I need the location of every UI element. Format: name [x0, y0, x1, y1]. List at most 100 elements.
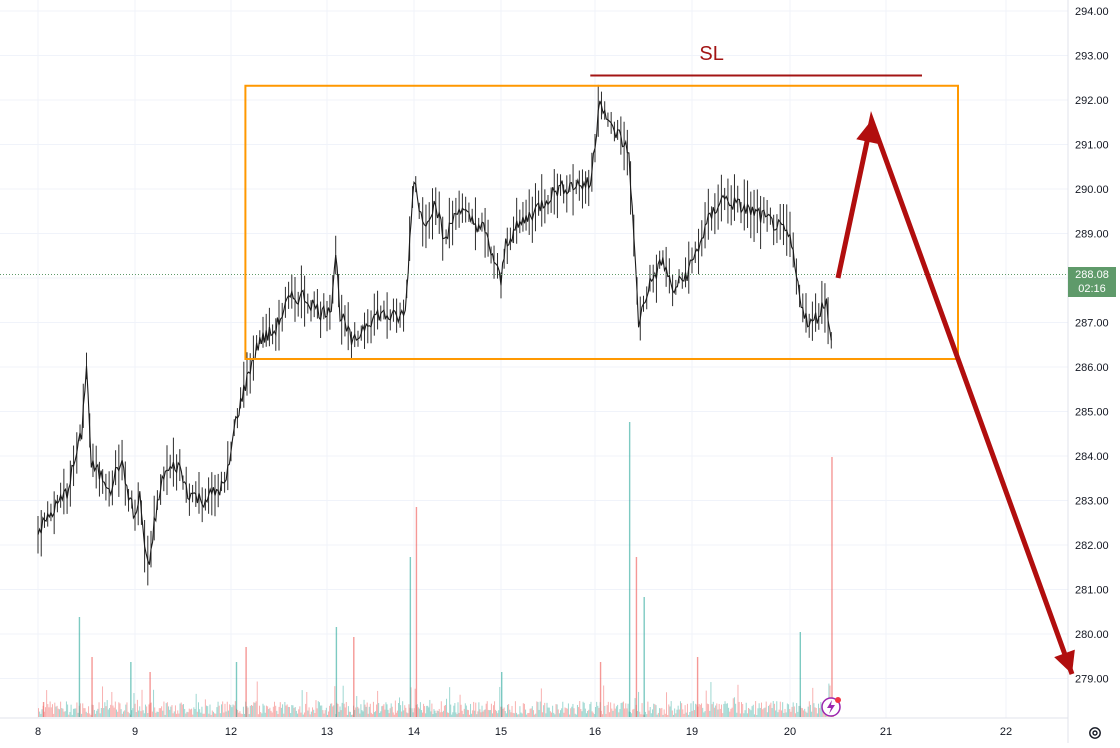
volume-bar: [722, 713, 724, 717]
volume-bar: [110, 704, 112, 717]
volume-bar: [606, 705, 608, 717]
volume-bar: [502, 708, 504, 717]
volume-bar: [671, 710, 673, 717]
volume-bar: [610, 702, 612, 717]
volume-bar: [184, 708, 186, 717]
volume-bar: [617, 704, 619, 717]
volume-bar: [394, 700, 396, 717]
volume-bar: [539, 701, 541, 717]
volume-bar: [233, 705, 235, 717]
volume-bar: [520, 712, 522, 717]
volume-bar: [109, 707, 111, 717]
volume-bar: [368, 706, 370, 717]
volume-bar: [656, 714, 658, 717]
volume-bar: [407, 713, 409, 717]
volume-bar: [686, 703, 688, 717]
volume-bar: [591, 711, 593, 717]
volume-bar: [639, 711, 641, 717]
volume-bar: [378, 703, 380, 717]
volume-bar: [467, 710, 469, 717]
volume-bar: [90, 714, 92, 717]
volume-bar: [333, 705, 335, 717]
volume-bar: [517, 714, 519, 717]
volume-bar: [545, 713, 547, 717]
volume-bar: [678, 709, 680, 717]
volume-bar: [431, 703, 433, 717]
arrow-head-down: [1054, 649, 1075, 675]
volume-bar: [332, 706, 334, 717]
volume-bar: [811, 711, 813, 717]
volume-bar: [113, 707, 115, 717]
volume-bar: [689, 711, 691, 717]
volume-bar: [483, 710, 485, 717]
volume-bar: [523, 703, 525, 717]
volume-bar: [151, 711, 153, 717]
volume-bar: [484, 709, 486, 717]
volume-bar: [612, 710, 614, 717]
x-tick-label: 13: [321, 726, 333, 738]
volume-bar: [227, 710, 229, 717]
volume-bar: [733, 697, 735, 717]
volume-bar: [203, 713, 205, 717]
volume-bar: [677, 705, 679, 717]
volume-bar: [154, 707, 156, 717]
x-tick-label: 12: [225, 726, 237, 738]
volume-bar: [809, 704, 811, 717]
volume-bar: [459, 694, 461, 717]
volume-bar: [613, 703, 615, 717]
volume-bar: [813, 703, 815, 717]
volume-bar: [729, 711, 731, 717]
volume-bar: [527, 712, 529, 717]
volume-bar: [443, 705, 445, 717]
volume-bar: [380, 711, 382, 717]
volume-bar: [383, 704, 385, 717]
volume-bar: [500, 706, 502, 717]
volume-bar: [166, 702, 168, 717]
volume-bar: [529, 708, 531, 717]
volume-bar: [433, 709, 435, 717]
volume-bar: [144, 704, 146, 717]
volume-bar: [487, 709, 489, 717]
volume-bar: [219, 713, 221, 717]
volume-bar: [286, 704, 288, 717]
volume-bar: [225, 711, 227, 717]
volume-spike: [335, 627, 338, 717]
volume-bar: [39, 711, 41, 717]
volume-bar: [453, 705, 455, 717]
volume-bar: [497, 713, 499, 717]
volume-bar: [43, 711, 45, 717]
volume-bar: [196, 711, 198, 717]
settings-button[interactable]: [1086, 724, 1104, 742]
volume-bar: [106, 700, 108, 717]
volume-bar: [724, 701, 726, 717]
volume-bar: [346, 714, 348, 717]
volume-bar: [760, 702, 762, 717]
volume-bar: [516, 712, 518, 717]
y-tick-label: 283.00: [1075, 496, 1109, 508]
volume-bar: [310, 711, 312, 717]
volume-bar: [705, 690, 707, 717]
volume-bar: [171, 705, 173, 717]
volume-bar: [430, 711, 432, 717]
volume-spike: [245, 647, 247, 717]
volume-bar: [679, 701, 681, 717]
volume-bar: [480, 712, 482, 717]
volume-bar: [85, 711, 87, 717]
volume-bar: [422, 712, 424, 717]
volume-bar: [557, 709, 559, 717]
volume-bar: [224, 703, 226, 717]
volume-bar: [100, 708, 102, 717]
volume-bar: [49, 701, 51, 717]
volume-bar: [250, 705, 252, 717]
volume-bar: [824, 713, 826, 717]
volume-bar: [625, 703, 627, 717]
volume-bar: [800, 707, 802, 717]
volume-bar: [327, 714, 328, 717]
volume-bar: [186, 711, 188, 717]
volume-bar: [427, 705, 429, 717]
volume-bar: [819, 707, 821, 717]
arrow-head-up: [856, 120, 878, 144]
volume-bar: [256, 681, 258, 717]
